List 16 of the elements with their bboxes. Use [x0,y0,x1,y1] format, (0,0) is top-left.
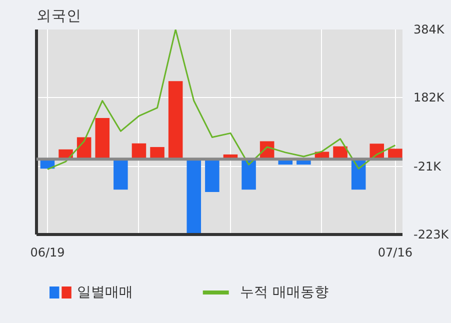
x-tick-label: 06/19 [30,246,65,260]
bar [186,159,202,234]
line-series [46,30,396,170]
y-tick-label: 384K [414,22,446,36]
bar [95,118,110,160]
chart-title: 외국인 [36,8,82,24]
legend-label: 누적 매매동향 [240,284,329,300]
bar [242,159,256,190]
y-tick-label: 182K [414,90,446,105]
x-tick-label: 07/16 [378,246,412,260]
bar [168,81,183,160]
bar [114,159,128,190]
bar [205,159,220,192]
legend-label: 일별매매 [77,284,134,300]
y-tick-label: -21K [414,159,442,174]
y-tick-label: -223K [414,228,450,242]
